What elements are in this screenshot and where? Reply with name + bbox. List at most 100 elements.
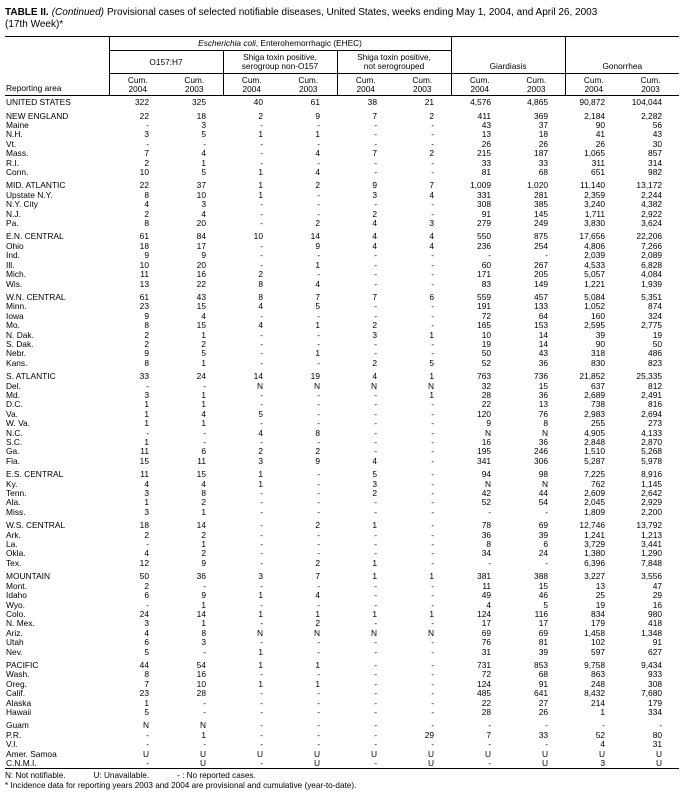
reporting-area-cell: La. [6, 539, 18, 550]
value-cell: U [256, 748, 263, 759]
value-cell: 18 [538, 129, 549, 140]
value-cell: - [431, 399, 435, 410]
value-cell: 9 [315, 240, 320, 251]
value-cell: 1 [315, 129, 320, 140]
value-cell: U [313, 758, 320, 768]
reporting-area-cell: Calif. [6, 688, 26, 699]
value-cell: - [317, 437, 320, 447]
reporting-area-cell: Mo. [6, 320, 20, 331]
value-cell: - [374, 729, 377, 740]
value-cell: 39 [538, 529, 549, 540]
table-row-d-c: D.C. 1 1 - - - - 22 13 738 816 [5, 399, 679, 410]
value-cell: 39 [538, 646, 549, 657]
value-cell: - [317, 529, 320, 540]
value-cell: - [260, 208, 263, 219]
gonorrhea-header: Gonorrhea [564, 50, 680, 74]
value-cell: 5,268 [641, 446, 663, 457]
value-cell: - [317, 310, 320, 321]
value-cell: - [545, 506, 549, 517]
value-cell: - [431, 539, 435, 550]
value-cell: - [431, 310, 435, 321]
value-cell: 273 [648, 418, 663, 429]
value-cell: 2 [144, 157, 149, 168]
value-cell: 816 [648, 399, 663, 410]
value-cell: 6 [201, 446, 206, 457]
value-cell: 14 [538, 338, 549, 349]
value-cell: 2,282 [641, 110, 663, 121]
table-row-idaho: Idaho 6 9 1 4 - - 49 46 25 29 [5, 590, 679, 601]
value-cell: 84 [196, 231, 206, 242]
value-cell: 2 [315, 446, 320, 457]
value-cell: 1 [600, 706, 606, 717]
value-cell: 120 [477, 408, 492, 419]
value-cell: 4 [372, 218, 377, 229]
value-cell: 1 [258, 590, 263, 601]
value-cell: 2,929 [641, 497, 663, 508]
value-cell: 255 [591, 418, 606, 429]
table-row-wash: Wash. 8 16 - - - - 72 68 863 933 [5, 669, 679, 679]
value-cell: - [260, 357, 263, 368]
value-cell: 11,140 [580, 180, 606, 191]
value-cell: - [203, 427, 206, 438]
reporting-area-header: Reporting area [5, 36, 109, 97]
value-cell: 8,916 [641, 469, 663, 480]
value-cell: 14 [196, 608, 206, 619]
ehec-group-header: Escherichia coli, Enterohemorrhagic (EHE… [108, 36, 452, 51]
value-cell: 1,458 [584, 627, 606, 638]
value-cell: 5 [315, 301, 320, 312]
value-cell: 4 [315, 278, 320, 289]
value-cell: 1,809 [584, 506, 606, 517]
value-cell: 76 [481, 637, 492, 648]
value-cell: - [374, 138, 377, 149]
value-cell: - [374, 659, 377, 670]
value-cell: - [431, 688, 435, 699]
value-cell: 236 [477, 240, 492, 251]
value-cell: 4 [144, 627, 149, 638]
reporting-area-cell: N.H. [6, 129, 23, 140]
reporting-area-cell: Upstate N.Y. [6, 189, 53, 200]
value-cell: U [313, 748, 320, 759]
value-cell: 179 [648, 697, 663, 708]
table-row-united-states: UNITED STATES 322 325 40 61 38 21 4,576 4,865 90,… [5, 96, 679, 108]
reporting-area-cell: W.N. CENTRAL [6, 291, 66, 302]
footnotes: N: Not notifiable. U: Unavailable. - : No … [5, 771, 679, 791]
value-cell: 31 [652, 739, 663, 750]
table-row-nev: Nev. 5 - 1 - - - 31 39 597 627 [5, 646, 679, 657]
reporting-area-cell: N.Y. City [6, 199, 38, 210]
value-cell: 42 [481, 488, 492, 499]
value-cell: 37 [538, 120, 549, 130]
reporting-area-cell: E.S. CENTRAL [6, 469, 64, 480]
value-cell: - [431, 348, 435, 359]
value-cell: 2,922 [641, 208, 663, 219]
value-cell: - [317, 469, 320, 480]
value-cell: 1 [429, 389, 435, 400]
value-cell: U [370, 748, 377, 759]
reporting-area-cell: V.I. [6, 739, 18, 750]
value-cell: 145 [534, 208, 549, 219]
value-cell: 4,576 [470, 97, 492, 108]
value-cell: - [260, 437, 263, 447]
value-cell: 597 [591, 646, 606, 657]
value-cell: 61 [139, 231, 149, 242]
value-cell: - [431, 250, 435, 261]
value-cell: - [317, 338, 320, 349]
table-row-ga: Ga. 11 6 2 2 - - 195 246 1,510 5,268 [5, 446, 679, 457]
value-cell: - [545, 720, 549, 731]
value-cell: - [260, 739, 263, 750]
value-cell: - [374, 129, 377, 140]
value-cell: 5 [429, 357, 435, 368]
value-cell: 68 [538, 167, 549, 178]
value-cell: 4 [486, 599, 492, 610]
value-cell: 1 [201, 329, 206, 340]
value-cell: - [374, 389, 377, 400]
giardiasis-header: Giardiasis [451, 50, 566, 74]
value-cell: 306 [534, 455, 549, 466]
value-cell: 13 [595, 580, 606, 591]
value-cell: - [374, 497, 377, 508]
value-cell: - [374, 408, 377, 419]
value-cell: - [545, 739, 549, 750]
value-cell: U [541, 748, 549, 759]
reporting-area-cell: Maine [6, 120, 29, 130]
value-cell: 98 [538, 469, 549, 480]
reporting-area-cell: S. ATLANTIC [6, 371, 56, 382]
